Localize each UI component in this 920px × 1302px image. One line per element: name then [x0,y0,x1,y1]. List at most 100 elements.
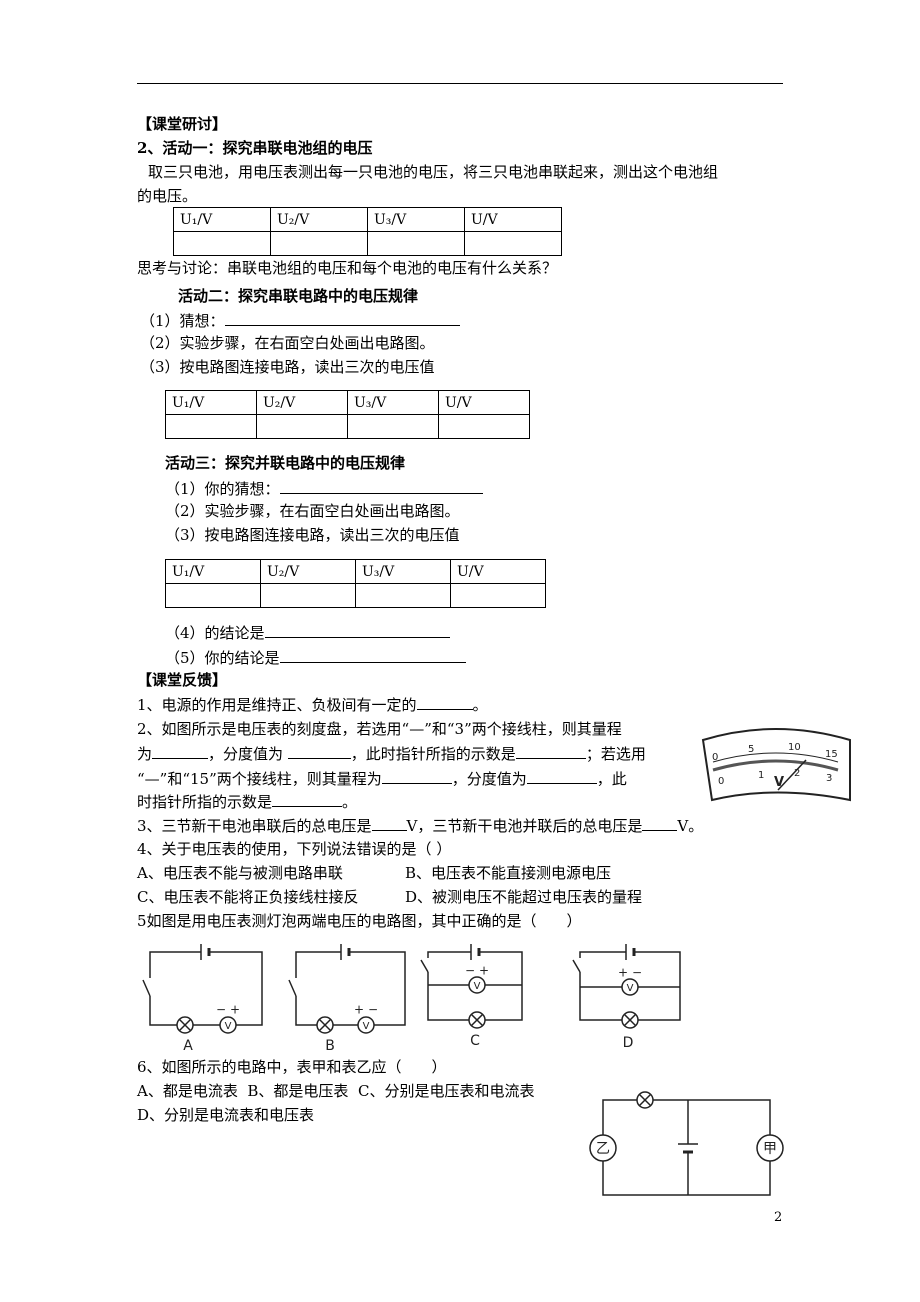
blank [642,815,678,831]
scale-label: 1 [758,770,764,781]
question: 为 ，分度值为 ，此时指针所指的示数是 ；若选用 [137,743,646,764]
text: （1）你的猜想： [165,480,280,498]
blank [279,647,466,663]
text: ，此 [596,770,627,788]
header-cell: U/V [438,390,530,415]
text: 2、如图所示是电压表的刻度盘，若选用“—”和“3”两个接线柱，则其量程 [137,720,622,738]
meter-label: V [225,1021,232,1032]
empty-cell [438,414,530,439]
table-row [165,414,530,439]
sign: − [216,1003,226,1017]
empty-cell [270,231,368,256]
meter-label: V [474,981,481,992]
meter [468,976,486,994]
table-row: U₁/V U₂/V U₃/V U/V [165,559,546,584]
wire [142,979,151,997]
meter-label: V [627,983,634,994]
wire [149,951,263,1026]
empty-cell [367,231,465,256]
blank [224,310,460,326]
paragraph: 的电压。 [137,187,198,205]
text: 。 [342,793,358,811]
text: V。 [677,817,704,835]
gap [201,949,209,955]
sign: + [230,1003,240,1017]
question: 4、关于电压表的使用，下列说法错误的是（ ） [137,840,452,858]
scale-label: 0 [718,776,724,787]
blank [287,743,351,759]
option: C、电压表不能将正负接线柱接反 [137,888,359,906]
question: 5如图是用电压表测灯泡两端电压的电路图，其中正确的是（ ） [137,912,582,930]
blank [152,743,209,759]
gap [685,1144,691,1152]
blank [371,815,407,831]
wire [288,979,297,997]
header-rule [137,83,783,84]
table: U₁/V U₂/V U₃/V U/V [165,559,546,608]
text: （5）你的结论是 [165,649,280,667]
gap [471,949,479,955]
text: 。 [472,696,488,714]
text: B、都是电压表 [247,1082,349,1100]
question: 6、如图所示的电路中，表甲和表乙应（ ） [137,1058,447,1076]
header-cell: U₃/V [355,559,451,584]
empty-cell [165,583,261,608]
step: （3）按电路图连接电路，读出三次的电压值 [165,526,460,544]
question: “—”和“15”两个接线柱，则其量程为 ，分度值为 ，此 [137,768,627,789]
scale-label: 2 [794,768,800,779]
meter [756,1134,784,1162]
empty-cell [165,414,257,439]
meter [357,1016,375,1034]
gap [148,978,152,996]
header-cell: U₁/V [173,207,271,232]
wire [572,959,581,973]
table-row: U₁/V U₂/V U₃/V U/V [165,390,530,415]
activity-title: 活动三：探究并联电路中的电压规律 [165,454,406,472]
text: （1）猜想： [140,312,225,330]
sign: + [354,1003,364,1017]
section-heading: 【课堂反馈】 [137,671,228,689]
gap [578,958,582,972]
empty-cell [173,231,271,256]
wire [295,951,406,1026]
text: “—”和“15”两个接线柱，则其量程为 [137,770,382,788]
empty-cell [450,583,546,608]
option: B、电压表不能直接测电源电压 [405,864,612,882]
meter-dial: 0 5 10 15 0 1 2 3 V [701,728,851,802]
scale-label: 10 [788,742,801,753]
text: V，三节新干电池并联后的总电压是 [406,817,643,835]
header-cell: U₃/V [347,390,439,415]
circuits: V− +AV+ −BV− +CV+ −D乙甲 [142,944,784,1196]
wire [420,959,429,973]
blank [515,743,586,759]
meter-label: 甲 [763,1141,777,1157]
scale-label: 5 [748,744,754,755]
question: 时指针所指的示数是 。 [137,791,357,812]
option: A、电压表不能与被测电路串联 [137,864,343,882]
table: U₁/V U₂/V U₃/V U/V [173,207,562,256]
table-row [173,231,562,256]
paragraph: 思考与讨论：串联电池组的电压和每个电池的电压有什么关系？ [137,259,558,277]
figure-label: D [623,1035,634,1051]
section-heading: 【课堂研讨】 [137,115,228,133]
sign: − [465,964,475,978]
option: A、都是电流表 B、都是电压表 C、分别是电压表和电流表 [137,1081,534,1101]
question: 1、电源的作用是维持正、负极间有一定的 。 [137,694,488,715]
figure-label: C [470,1033,480,1049]
blank [272,791,343,807]
text: ，此时指针所指的示数是 [350,745,516,763]
header-cell: U/V [450,559,546,584]
text: 为 [137,745,153,763]
table: U₁/V U₂/V U₃/V U/V [165,390,530,439]
text: A、都是电流表 [137,1082,238,1100]
step: （1）你的猜想： [165,478,483,499]
step: （5）你的结论是 [165,647,466,668]
text: ；若选用 [585,745,646,763]
sign: + [618,966,628,980]
meter [621,978,639,996]
paragraph: 取三只电池，用电压表测出每一只电池的电压，将三只电池串联起来，测出这个电池组 [148,163,719,181]
question: 3、三节新干电池串联后的总电压是 V，三节新干电池并联后的总电压是 V。 [137,815,703,836]
scale-label: 0 [712,752,718,763]
empty-cell [256,414,348,439]
